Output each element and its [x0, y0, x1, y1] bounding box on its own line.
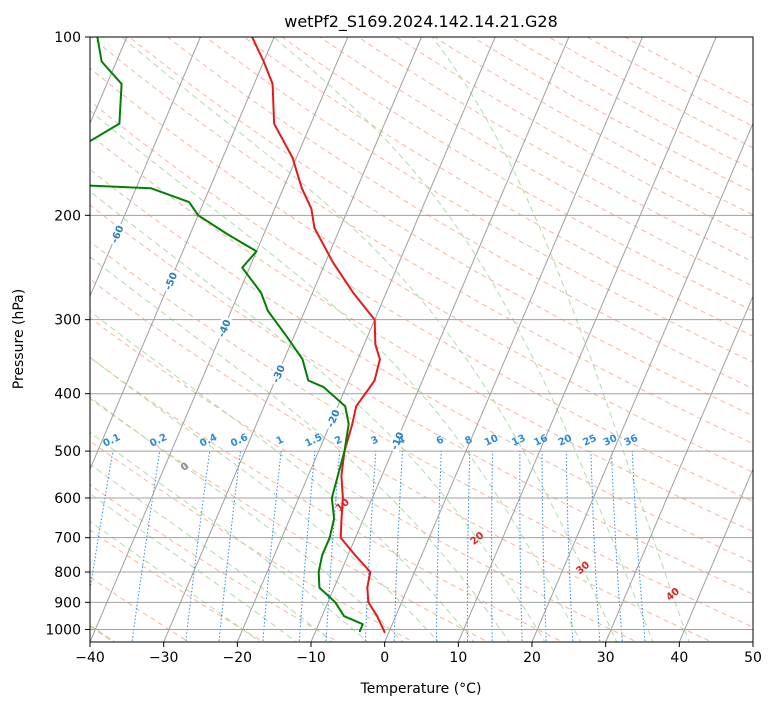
- x-tick-label: −20: [223, 650, 253, 666]
- plot-area: -100-90-80-70-60-50-40-30-20-100.10.20.4…: [90, 37, 753, 642]
- mixing-ratio-label-group: 20: [557, 433, 574, 449]
- mixing-ratio-label: 2: [333, 434, 344, 447]
- x-tick-label: −30: [149, 650, 179, 666]
- isotherm-label-bg: [322, 405, 343, 431]
- temperature-profile-line: [251, 37, 386, 634]
- dewpoint-profile-line: [90, 37, 364, 633]
- chart-title: wetPf2_S169.2024.142.14.21.G28: [284, 12, 558, 32]
- isotherm-label-bg: [106, 221, 127, 247]
- dry-adiabat-line: [90, 168, 753, 564]
- mixing-ratio-label-group: 4: [396, 434, 407, 447]
- isotherm-line: [457, 37, 717, 642]
- y-tick-label: 300: [54, 313, 81, 329]
- isotherm-label-bg: [386, 428, 407, 454]
- isotherm-line: [90, 37, 349, 642]
- mixing-ratio-label: 1: [275, 434, 286, 447]
- isotherm-line: [384, 37, 643, 642]
- mixing-ratio-label: 4: [396, 434, 407, 447]
- grid-lines: [90, 37, 753, 642]
- isotherm-label-bg: [160, 268, 181, 294]
- x-axis-label: Temperature (°C): [360, 681, 482, 697]
- isotherm-line: [605, 295, 753, 642]
- isotherm-label-bg: [213, 315, 234, 341]
- x-tick-label: 10: [449, 650, 467, 666]
- y-tick-label: 800: [54, 565, 81, 581]
- dry-adiabat-line: [90, 100, 753, 503]
- mixing-ratio-label-group: 13: [510, 433, 527, 449]
- y-tick-label: 1000: [45, 622, 81, 638]
- isotherm-line: [531, 122, 753, 642]
- y-tick-label: 400: [54, 387, 81, 403]
- dry-adiabat-line: [90, 37, 753, 445]
- mixing-ratio-label-group: 8: [463, 434, 474, 447]
- mixing-ratio-label: 13: [510, 433, 527, 449]
- isotherm-label-bg: [268, 361, 288, 387]
- isotherm-line: [236, 37, 496, 642]
- plot-frame: [89, 36, 754, 643]
- y-tick-label: 900: [54, 595, 81, 611]
- y-tick-label: 700: [54, 531, 81, 547]
- mixing-ratio-label-group: 30: [602, 433, 619, 449]
- x-tick-label: −10: [296, 650, 326, 666]
- isotherm-line: [163, 37, 422, 642]
- mixing-ratio-label: 16: [532, 433, 549, 449]
- dry-adiabat-line: [319, 37, 753, 287]
- y-axis-label: Pressure (hPa): [11, 289, 27, 389]
- mixing-ratio-label: 30: [602, 433, 619, 449]
- x-tick-label: 30: [597, 650, 615, 666]
- mixing-ratio-label-group: 25: [581, 433, 598, 449]
- x-tick-label: 50: [744, 650, 762, 666]
- mixing-ratio-label-group: 36: [623, 433, 640, 449]
- mixing-ratio-label-group: 10: [483, 433, 500, 449]
- y-tick-label: 100: [54, 30, 81, 46]
- moist-adiabat-line: [90, 356, 440, 642]
- moist-adiabat-line: [121, 37, 618, 642]
- dry-adiabat-line: [166, 37, 753, 390]
- x-tick-label: 0: [380, 650, 389, 666]
- y-tick-label: 500: [54, 444, 81, 460]
- isotherm-line: [310, 37, 570, 642]
- mixing-ratio-label: 36: [623, 433, 640, 449]
- mixing-ratio-label: 8: [463, 434, 474, 447]
- mixing-ratio-line: [90, 451, 114, 593]
- x-tick-label: 40: [670, 650, 688, 666]
- mixing-ratio-label: 20: [557, 433, 574, 449]
- mixing-ratio-label: 6: [435, 434, 446, 447]
- mixing-ratio-label-group: 2: [333, 434, 344, 447]
- axes: −40 −30 −20 −10 0 10 20 30 40 50 100 200 300 400 500 60…: [45, 30, 762, 666]
- y-tick-label: 600: [54, 491, 81, 507]
- isotherm-line: [90, 37, 275, 471]
- isotherm-line: [678, 467, 753, 642]
- mixing-ratio-label-group: 1: [275, 434, 286, 447]
- mixing-ratio-label: 10: [483, 433, 500, 449]
- x-tick-label: 20: [523, 650, 541, 666]
- dry-adiabat-line: [90, 134, 753, 533]
- mixing-ratio-label-group: 16: [532, 433, 549, 449]
- profile-series: [90, 37, 386, 634]
- dry-adiabat-line: [242, 37, 753, 337]
- moist-adiabat-line: [90, 463, 333, 642]
- x-tick-label: −40: [75, 650, 105, 666]
- mixing-ratio-label-group: 3: [369, 434, 380, 447]
- dry-adiabat-line: [90, 317, 639, 642]
- y-tick-label: 200: [54, 208, 81, 224]
- mixing-ratio-label: 25: [581, 433, 598, 449]
- mixing-ratio-label: 3: [369, 434, 380, 447]
- isotherm-line: [90, 37, 201, 298]
- mixing-ratio-label-group: 6: [435, 434, 446, 447]
